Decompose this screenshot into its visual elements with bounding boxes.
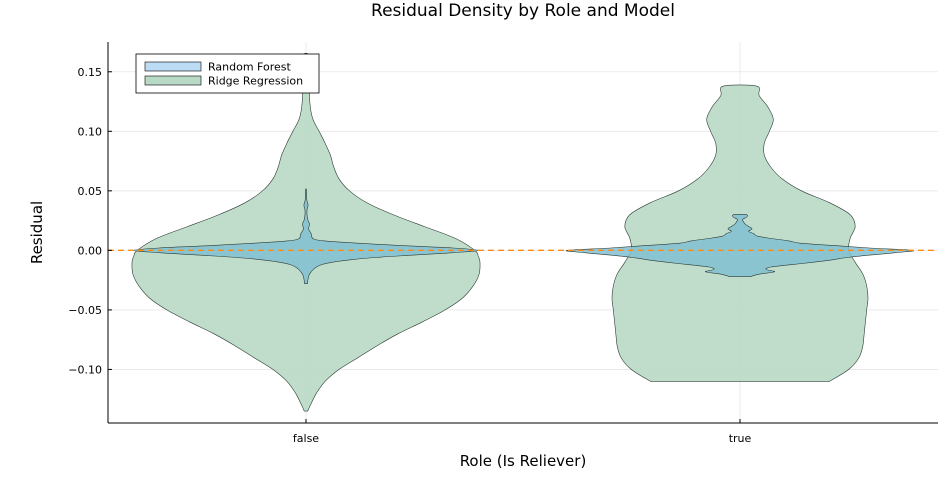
y-tick-label: 0.15 <box>78 66 103 79</box>
legend-box <box>135 53 320 94</box>
axes <box>107 42 938 424</box>
y-tick-label: −0.10 <box>68 363 102 376</box>
legend-label-random-forest: Random Forest <box>208 61 291 74</box>
x-axis-label: Role (Is Reliever) <box>460 452 587 470</box>
legend-label-ridge-regression: Ridge Regression <box>208 75 303 88</box>
violin-random-forest-true <box>565 214 915 277</box>
x-tick-label-true: true <box>729 432 752 445</box>
y-tick-label: 0.05 <box>78 185 103 198</box>
legend-swatch-random-forest <box>144 61 202 72</box>
y-axis-ticks: −0.10 −0.05 0.00 0.05 0.10 0.15 <box>68 66 112 376</box>
y-tick-label: −0.05 <box>68 304 102 317</box>
violin-random-forest-false <box>132 188 480 284</box>
chart-title: Residual Density by Role and Model <box>371 1 675 21</box>
x-tick-label-false: false <box>293 432 319 445</box>
y-tick-label: 0.10 <box>78 125 103 138</box>
x-axis-ticks: false true <box>293 419 752 445</box>
legend-swatch-ridge-regression <box>144 75 202 86</box>
violins <box>131 52 915 412</box>
y-axis-label: Residual <box>28 201 46 264</box>
y-tick-label: 0.00 <box>78 244 103 257</box>
